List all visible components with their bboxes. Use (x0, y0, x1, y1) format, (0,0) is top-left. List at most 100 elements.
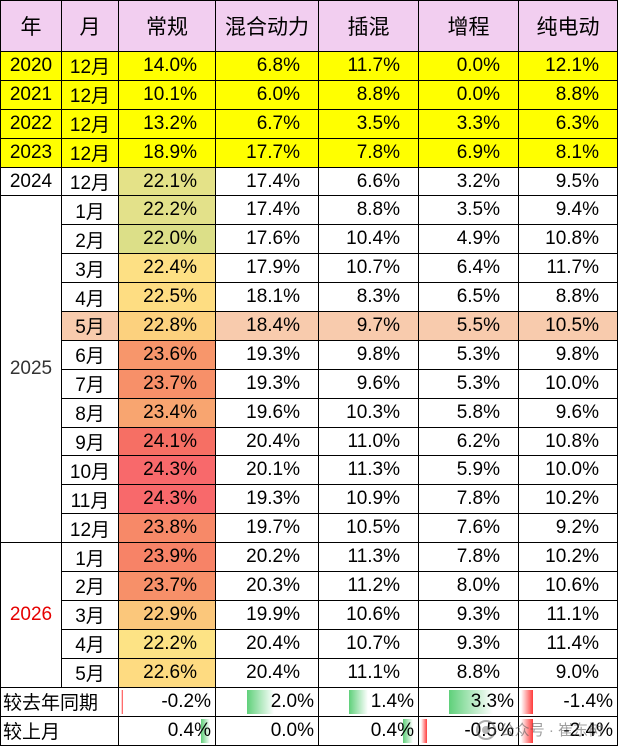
value-cell: 11.4% (518, 628, 618, 659)
value-cell: 19.9% (215, 599, 319, 630)
table-row: 9月 24.1% 20.4% 11.0% 6.2% 10.8% (1, 426, 618, 457)
header-hybrid: 混合动力 (215, 0, 319, 52)
value-cell: 22.0% (118, 224, 216, 255)
footer-value: 2.0% (270, 690, 314, 712)
year-cell-merged: 2026 (0, 542, 62, 688)
value-cell: 10.6% (318, 599, 419, 630)
footer-cell: -0.2% (118, 686, 216, 717)
header-phev: 插混 (318, 0, 419, 52)
month-cell: 7月 (61, 368, 119, 399)
header-conventional: 常规 (118, 0, 216, 52)
value-cell: 3.2% (418, 166, 519, 197)
footer-cell-inner: -2.4% (520, 717, 617, 744)
footer-value: 3.3% (470, 690, 514, 712)
value-cell: 22.8% (118, 311, 216, 341)
value-cell: 22.1% (118, 166, 216, 197)
value-cell: 17.4% (215, 166, 319, 197)
value-cell: 9.3% (418, 599, 519, 630)
table-row: 5月 22.8% 18.4% 9.7% 5.5% 10.5% (1, 311, 618, 341)
month-cell: 5月 (61, 311, 119, 341)
footer-cell-inner: 1.4% (320, 688, 418, 715)
footer-cell: -0.5% (418, 715, 519, 746)
table-row: 6月 23.6% 19.3% 9.8% 5.3% 9.8% (1, 339, 618, 370)
month-cell: 12月 (61, 79, 119, 110)
header-month: 月 (61, 0, 119, 52)
month-cell: 12月 (61, 513, 119, 544)
value-cell: 13.2% (118, 108, 216, 139)
value-cell: 5.9% (418, 455, 519, 486)
header-erev: 增程 (418, 0, 519, 52)
year-cell: 2022 (0, 108, 62, 139)
footer-cell-inner: 3.3% (420, 688, 518, 715)
value-cell: 9.8% (318, 339, 419, 370)
value-cell: 5.8% (418, 397, 519, 428)
value-cell: 11.1% (318, 657, 419, 688)
value-cell: 10.0% (518, 455, 618, 486)
value-cell: 5.5% (418, 311, 519, 341)
value-cell: 19.7% (215, 513, 319, 544)
value-cell: 22.6% (118, 657, 216, 688)
value-cell: 17.4% (215, 195, 319, 226)
value-cell: 7.6% (418, 513, 519, 544)
value-cell: 9.5% (518, 166, 618, 197)
table-row: 3月 22.4% 17.9% 10.7% 6.4% 11.7% (1, 253, 618, 284)
value-cell: 9.7% (318, 311, 419, 341)
value-cell: 19.3% (215, 339, 319, 370)
value-cell: 18.9% (118, 137, 216, 168)
footer-cell-inner: -0.5% (420, 717, 518, 744)
value-cell: 8.8% (318, 79, 419, 110)
value-cell: 6.3% (518, 108, 618, 139)
value-cell: 0.0% (418, 79, 519, 110)
table-row: 5月 22.6% 20.4% 11.1% 8.8% 9.0% (1, 657, 618, 688)
value-cell: 10.3% (318, 397, 419, 428)
value-cell: 23.7% (118, 571, 216, 601)
month-cell: 12月 (61, 51, 119, 81)
table-row: 2026 1月 23.9% 20.2% 11.3% 7.8% 10.2% (0, 542, 618, 688)
footer-cell: 2.0% (215, 686, 319, 717)
year-cell: 2024 (0, 166, 62, 197)
value-cell: 24.3% (118, 484, 216, 515)
footer-value: 0.4% (370, 719, 414, 741)
value-cell: 20.2% (215, 542, 319, 573)
month-cell: 8月 (61, 397, 119, 428)
year-cell-merged: 2025 (0, 195, 62, 544)
table-row: 2月 22.0% 17.6% 10.4% 4.9% 10.8% (1, 224, 618, 255)
year-cell: 2020 (0, 51, 62, 81)
value-cell: 20.4% (215, 628, 319, 659)
value-cell: 10.7% (318, 253, 419, 284)
data-bar (120, 689, 123, 714)
value-cell: 3.5% (418, 195, 519, 226)
month-cell: 4月 (61, 628, 119, 659)
value-cell: 22.9% (118, 599, 216, 630)
value-cell: 10.8% (518, 224, 618, 255)
value-cell: 10.2% (518, 484, 618, 515)
footer-value: -1.4% (563, 690, 613, 712)
value-cell: 6.5% (418, 282, 519, 313)
footer-cell: 0.0% (215, 715, 319, 746)
value-cell: 9.3% (418, 628, 519, 659)
value-cell: 9.4% (518, 195, 618, 226)
value-cell: 8.1% (518, 137, 618, 168)
footer-cell: 3.3% (418, 686, 519, 717)
value-cell: 24.3% (118, 455, 216, 486)
value-cell: 9.6% (518, 397, 618, 428)
value-cell: 5.3% (418, 339, 519, 370)
footer-cell-inner: 2.0% (217, 688, 318, 715)
table-row: 11月 24.3% 19.3% 10.9% 7.8% 10.2% (1, 484, 618, 515)
table-row: 2020 12月 14.0% 6.8% 11.7% 0.0% 12.1% (0, 51, 618, 81)
value-cell: 8.3% (318, 282, 419, 313)
footer-value: -2.4% (563, 719, 613, 741)
footer-value: 0.0% (270, 719, 314, 741)
table-row: 2024 12月 22.1% 17.4% 6.6% 3.2% 9.5% (0, 166, 618, 197)
value-cell: 10.8% (518, 426, 618, 457)
header-year: 年 (0, 0, 62, 52)
value-cell: 9.2% (518, 513, 618, 544)
value-cell: 23.8% (118, 513, 216, 544)
value-cell: 10.2% (518, 542, 618, 573)
table-row: 7月 23.7% 19.3% 9.6% 5.3% 10.0% (1, 368, 618, 399)
data-bar (448, 689, 494, 714)
value-cell: 9.6% (318, 368, 419, 399)
table-row: 2022 12月 13.2% 6.7% 3.5% 3.3% 6.3% (0, 108, 618, 139)
value-cell: 4.9% (418, 224, 519, 255)
